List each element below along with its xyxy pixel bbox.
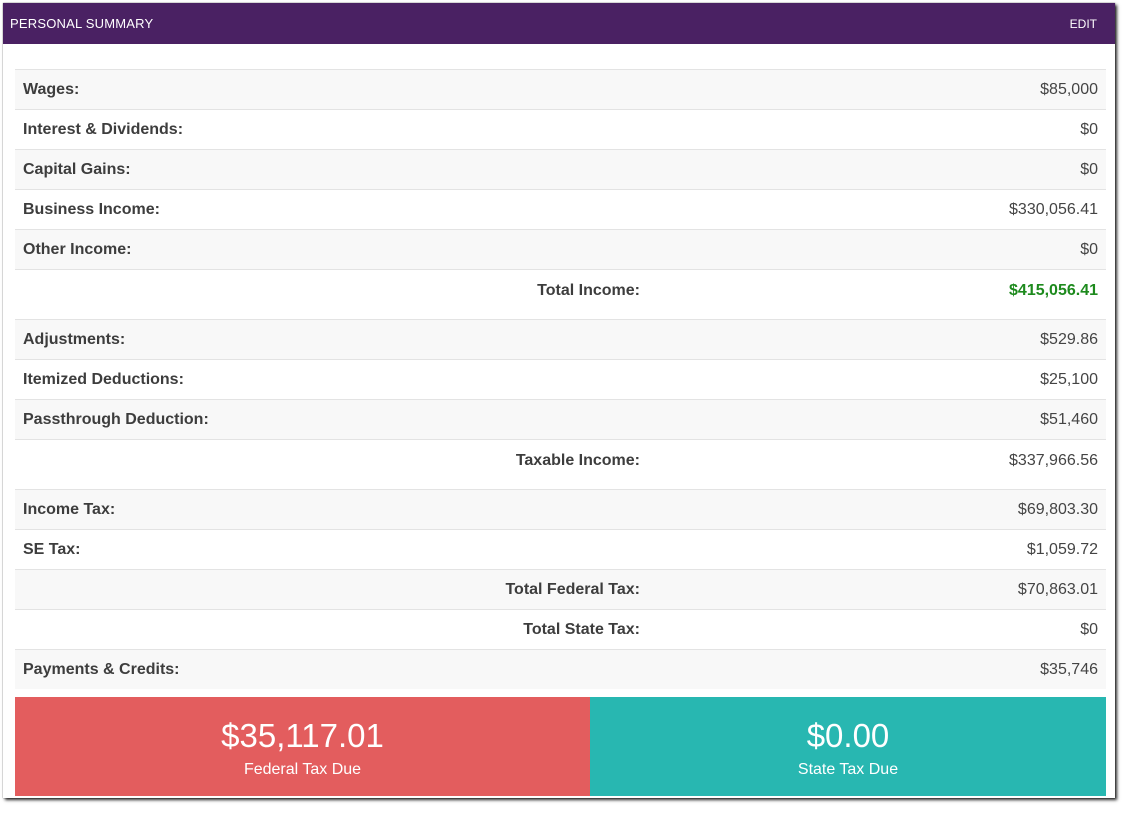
row-value: $415,056.41 — [1009, 282, 1098, 299]
state-tax-due-amount: $0.00 — [806, 717, 890, 754]
row-value: $1,059.72 — [1026, 541, 1098, 558]
row-value: $85,000 — [1040, 81, 1098, 98]
federal-tax-due-amount: $35,117.01 — [221, 717, 384, 754]
row-passthrough-deduction: Passthrough Deduction: $51,460 — [15, 400, 1106, 440]
row-label: Passthrough Deduction: — [23, 411, 209, 428]
row-payments-credits: Payments & Credits: $35,746 — [15, 650, 1106, 689]
row-value: $25,100 — [1040, 371, 1098, 388]
row-value: $70,863.01 — [1017, 581, 1098, 598]
personal-summary-panel: PERSONAL SUMMARY EDIT Wages: $85,000 Int… — [3, 3, 1115, 798]
federal-tax-due-tile: $35,117.01 Federal Tax Due — [15, 697, 590, 796]
state-tax-due-label: State Tax Due — [797, 761, 899, 778]
row-label: Total Income: — [537, 282, 640, 299]
row-value: $0 — [1080, 161, 1098, 178]
row-label: Adjustments: — [23, 331, 126, 348]
row-taxable-income: Taxable Income: $337,966.56 — [15, 440, 1106, 490]
row-label: Payments & Credits: — [23, 661, 180, 678]
row-label: Itemized Deductions: — [23, 371, 184, 388]
row-label: Wages: — [23, 81, 80, 98]
panel-header: PERSONAL SUMMARY EDIT — [3, 3, 1115, 44]
row-total-federal-tax: Total Federal Tax: $70,863.01 — [15, 570, 1106, 610]
tax-due-tiles: $35,117.01 Federal Tax Due $0.00 State T… — [15, 697, 1106, 796]
row-value: $0 — [1080, 241, 1098, 258]
row-label: Other Income: — [23, 241, 132, 258]
row-label: SE Tax: — [23, 541, 81, 558]
row-value: $35,746 — [1040, 661, 1098, 678]
row-label: Taxable Income: — [515, 452, 640, 469]
row-value: $51,460 — [1040, 411, 1098, 428]
row-other-income: Other Income: $0 — [15, 230, 1106, 270]
row-value: $337,966.56 — [1009, 452, 1098, 469]
row-se-tax: SE Tax: $1,059.72 — [15, 530, 1106, 570]
federal-tax-due-label: Federal Tax Due — [243, 761, 362, 778]
row-capital-gains: Capital Gains: $0 — [15, 150, 1106, 190]
summary-table: Wages: $85,000 Interest & Dividends: $0 … — [15, 69, 1106, 689]
edit-button[interactable]: EDIT — [1069, 16, 1097, 31]
row-total-state-tax: Total State Tax: $0 — [15, 610, 1106, 650]
row-value: $330,056.41 — [1009, 201, 1098, 218]
row-label: Total Federal Tax: — [505, 581, 640, 598]
row-label: Business Income: — [23, 201, 160, 218]
row-itemized-deductions: Itemized Deductions: $25,100 — [15, 360, 1106, 400]
row-label: Interest & Dividends: — [23, 121, 184, 138]
row-value: $0 — [1080, 621, 1098, 638]
row-value: $0 — [1080, 121, 1098, 138]
state-tax-due-tile: $0.00 State Tax Due — [590, 697, 1106, 796]
row-value: $69,803.30 — [1017, 501, 1098, 518]
row-label: Capital Gains: — [23, 161, 131, 178]
panel-title: PERSONAL SUMMARY — [10, 16, 154, 31]
row-label: Income Tax: — [23, 501, 116, 518]
row-adjustments: Adjustments: $529.86 — [15, 320, 1106, 360]
row-interest-dividends: Interest & Dividends: $0 — [15, 110, 1106, 150]
row-income-tax: Income Tax: $69,803.30 — [15, 490, 1106, 530]
row-value: $529.86 — [1040, 331, 1098, 348]
row-business-income: Business Income: $330,056.41 — [15, 190, 1106, 230]
row-wages: Wages: $85,000 — [15, 70, 1106, 110]
row-label: Total State Tax: — [523, 621, 640, 638]
row-total-income: Total Income: $415,056.41 — [15, 270, 1106, 320]
